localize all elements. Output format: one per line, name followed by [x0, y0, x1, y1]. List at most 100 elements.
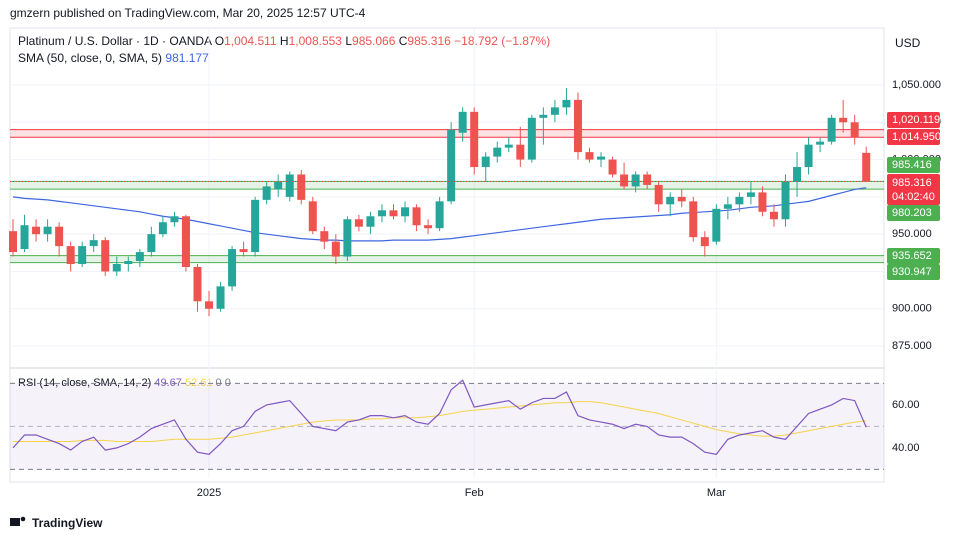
countdown: 04:02:40 — [892, 191, 935, 203]
candle-body — [262, 186, 271, 200]
level-label: 930.947 — [892, 266, 932, 278]
candle-body — [758, 192, 767, 212]
candle-body — [147, 234, 156, 253]
level-label-box — [887, 129, 940, 145]
candle-body — [666, 196, 675, 205]
ohlc-key: C — [399, 34, 408, 48]
candle-body — [20, 225, 29, 250]
candle-body — [135, 252, 144, 262]
candle-body — [9, 231, 17, 253]
candle-body — [816, 141, 825, 145]
candle-body — [401, 207, 410, 217]
level-label: 985.416 — [892, 159, 932, 171]
candle-body — [769, 211, 778, 220]
y-tick-label: 875.000 — [892, 340, 932, 352]
candle-body — [827, 117, 836, 142]
candle-body — [689, 201, 698, 238]
ohlc-key: H — [280, 34, 289, 48]
candle-body — [43, 226, 52, 235]
candle-body — [55, 226, 64, 247]
candle-body — [251, 199, 260, 253]
candle-body — [124, 261, 133, 265]
candle-body — [158, 222, 167, 235]
current-price-box — [887, 174, 940, 205]
sma-label: SMA (50, close, 0, SMA, 5) — [18, 51, 162, 65]
rsi-value: 49.67 — [154, 377, 182, 389]
candle-body — [274, 181, 283, 190]
candle-body — [458, 111, 467, 133]
candle-body — [205, 301, 214, 309]
level-label-box — [887, 248, 940, 264]
candle-body — [620, 174, 629, 187]
ohlc-key: O — [215, 34, 224, 48]
rsi-sma-value: 52.61 — [185, 377, 213, 389]
y-tick-label: 950.000 — [892, 228, 932, 240]
candle-body — [608, 159, 617, 175]
x-tick-label: Feb — [465, 487, 484, 499]
candle-body — [585, 152, 594, 160]
rsi-line — [12, 379, 867, 456]
candle-body — [654, 184, 663, 205]
candle-body — [550, 107, 559, 115]
candle-body — [239, 249, 248, 253]
candle-body — [389, 210, 398, 217]
candle-body — [527, 117, 536, 160]
level-label: 1,020.119 — [892, 114, 940, 126]
level-label: 1,014.950 — [892, 131, 941, 143]
publish-info: gmzern published on TradingView.com, Mar… — [10, 6, 366, 20]
candle-body — [228, 249, 237, 287]
candle-body — [735, 196, 744, 205]
main-pane: 875.000900.000925.000950.000975.0001,000… — [9, 28, 941, 478]
rsi-tick-label: 40.00 — [892, 442, 920, 454]
candle-body — [308, 201, 317, 232]
candle-body — [412, 207, 421, 226]
symbol: Platinum / U.S. Dollar · 1D · OANDA — [18, 34, 212, 48]
ohlc-value: 1,004.511 — [224, 34, 277, 48]
currency: USD — [895, 36, 921, 50]
candle-body — [504, 144, 513, 148]
candle-body — [66, 246, 75, 265]
candle-body — [424, 225, 433, 229]
y-tick-label: 1,050.000 — [892, 79, 941, 91]
candle-body — [677, 196, 686, 202]
candle-body — [643, 174, 652, 185]
change: −18.792 (−1.87%) — [454, 34, 550, 48]
candle-body — [804, 144, 813, 168]
level-label-box — [887, 205, 940, 221]
candle-body — [285, 174, 294, 197]
candle-body — [712, 208, 721, 242]
footer-brand: TradingView — [32, 516, 103, 530]
candle-body — [377, 210, 386, 217]
candle-body — [112, 264, 121, 272]
candle-body — [435, 201, 444, 229]
level-band — [10, 129, 884, 138]
candle-body — [354, 219, 363, 227]
sma-line — [12, 187, 867, 242]
x-tick-label: 2025 — [197, 487, 221, 499]
rsi-sma-line — [13, 401, 867, 442]
level-label: 980.203 — [892, 207, 932, 219]
candle-body — [746, 192, 755, 197]
candle-body — [862, 152, 871, 182]
rsi-tick-label: 60.00 — [892, 399, 920, 411]
logo-mark — [20, 516, 26, 522]
candle-body — [216, 286, 225, 309]
candle-body — [447, 129, 456, 202]
ohlc-key: L — [345, 34, 352, 48]
candle-body — [320, 231, 329, 242]
candle-body — [850, 122, 859, 138]
candle-body — [481, 156, 490, 168]
candle-body — [181, 216, 190, 267]
candle-body — [516, 144, 525, 160]
candle-body — [470, 111, 479, 168]
candle-body — [539, 114, 548, 118]
logo-mark — [10, 518, 20, 526]
candle-body — [781, 181, 790, 220]
sma-value: 981.177 — [165, 51, 209, 65]
sma-legend: SMA (50, close, 0, SMA, 5) 981.177 — [18, 51, 209, 65]
candle-body — [32, 226, 41, 235]
candle-body — [78, 246, 87, 265]
candle-body — [631, 174, 640, 187]
level-band — [10, 255, 884, 263]
